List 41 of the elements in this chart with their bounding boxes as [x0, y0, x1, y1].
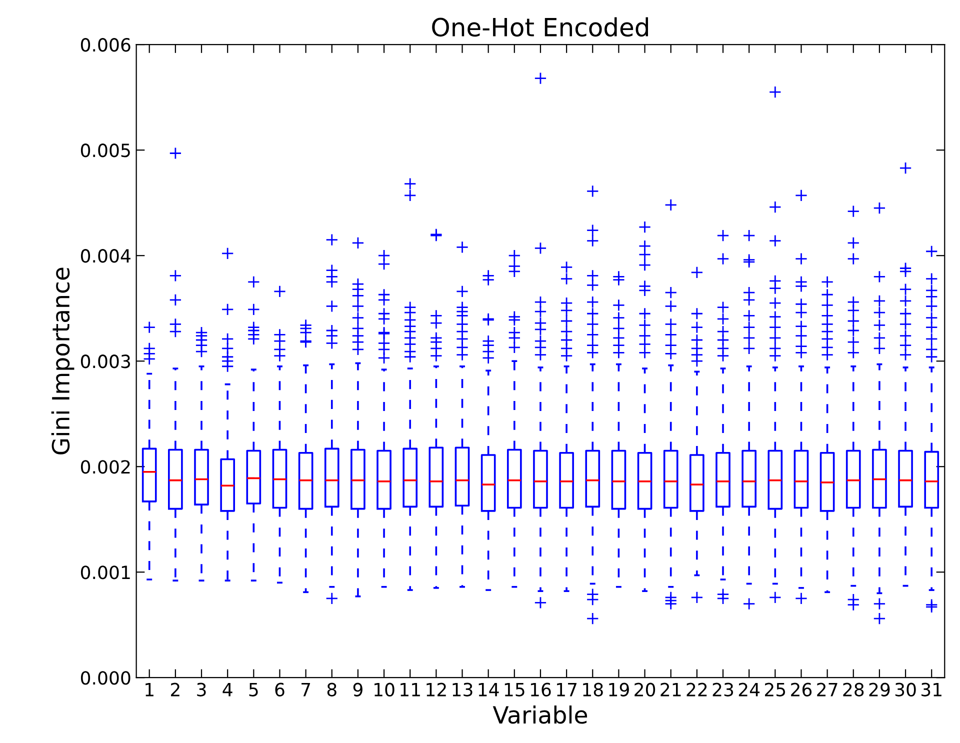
x-tick-label: 25 [764, 682, 786, 696]
x-tick-label: 12 [426, 682, 446, 696]
x-tick-label: 5 [249, 683, 258, 696]
x-tick-label: 18 [583, 682, 603, 696]
x-tick-label: 15 [504, 683, 524, 696]
x-tick-label: 8 [327, 682, 336, 696]
x-tick-label: 10 [374, 682, 394, 696]
x-tick-label: 27 [817, 682, 838, 696]
x-tick-label: 16 [530, 682, 551, 696]
x-tick-label: 24 [738, 682, 760, 696]
y-tick-label: 0.003 [80, 354, 130, 368]
x-tick-label: 17 [557, 683, 576, 696]
x-tick-label: 30 [895, 682, 916, 696]
x-tick-label: 2 [171, 682, 180, 696]
x-tick-label: 6 [275, 682, 284, 696]
x-tick-label: 13 [452, 682, 472, 696]
x-tick-label: 9 [353, 682, 362, 696]
x-tick-label: 31 [921, 682, 942, 696]
chart-title: One-Hot Encoded [432, 17, 648, 37]
x-tick-label: 20 [634, 682, 656, 696]
y-tick-label: 0.000 [80, 671, 130, 685]
x-tick-label: 11 [400, 683, 420, 696]
x-tick-label: 7 [302, 683, 310, 696]
x-axis-title: Variable [492, 706, 588, 724]
y-tick-label: 0.005 [80, 144, 130, 158]
x-tick-label: 26 [791, 682, 812, 696]
y-tick-label: 0.002 [80, 460, 130, 474]
y-axis-title: Gini Importance [51, 268, 74, 454]
y-tick-label: 0.004 [80, 249, 130, 263]
x-tick-label: 19 [609, 682, 629, 696]
x-tick-label: 1 [146, 683, 154, 696]
x-tick-label: 28 [843, 682, 864, 696]
x-tick-label: 14 [478, 683, 499, 696]
y-tick-label: 0.006 [80, 38, 130, 52]
x-tick-label: 29 [869, 682, 890, 696]
x-tick-label: 4 [222, 683, 232, 696]
x-tick-label: 22 [686, 682, 707, 696]
x-tick-label: 3 [197, 682, 206, 696]
x-tick-label: 21 [660, 682, 681, 696]
x-tick-label: 23 [712, 682, 734, 696]
y-tick-label: 0.001 [80, 566, 130, 580]
